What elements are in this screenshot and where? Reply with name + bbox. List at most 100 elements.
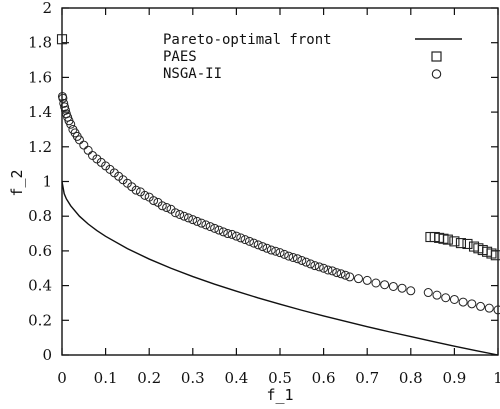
y-tick-label: 0.4 xyxy=(28,277,52,295)
x-tick-label: 0.7 xyxy=(355,369,379,387)
nsga-ii-point xyxy=(197,218,207,228)
axis-ticks xyxy=(61,7,499,356)
nsga-ii-point xyxy=(223,229,233,239)
legend-label-pareto-front: Pareto-optimal front xyxy=(163,32,332,48)
nsga-ii-point xyxy=(336,269,346,279)
axis-tick-labels: 0 0.1 0.2 0.3 0.4 0.5 0.6 0.7 0.8 0.9 1 0 0.2 0.4 0.6 0… xyxy=(28,0,500,387)
nsga-ii-point xyxy=(406,286,416,296)
legend-label-nsga-ii: NSGA-II xyxy=(163,66,222,82)
nsga-ii-point xyxy=(60,102,70,112)
y-tick-label: 0.8 xyxy=(28,207,52,225)
y-tick-label: 1 xyxy=(42,173,52,191)
paes-point xyxy=(462,238,473,250)
nsga-ii-point xyxy=(297,255,307,265)
paes-point xyxy=(442,234,453,245)
nsga-ii-point xyxy=(388,281,398,291)
nsga-ii-point xyxy=(284,251,294,261)
nsga-ii-point xyxy=(423,288,433,298)
y-tick-label: 0 xyxy=(42,346,52,364)
nsga-ii-point xyxy=(314,262,324,272)
nsga-ii-point xyxy=(353,274,363,284)
nsga-ii-point xyxy=(458,297,468,307)
nsga-ii-point xyxy=(310,261,320,271)
nsga-ii-point xyxy=(249,238,259,248)
paes-point xyxy=(490,250,500,261)
nsga-ii-point xyxy=(188,215,198,225)
nsga-ii-point xyxy=(476,301,486,311)
nsga-ii-point xyxy=(301,257,311,267)
paes-point xyxy=(455,238,466,249)
legend-label-paes: PAES xyxy=(163,49,197,65)
x-tick-label: 0.1 xyxy=(94,369,118,387)
series-pareto-optimal-front xyxy=(61,181,499,356)
nsga-ii-point xyxy=(484,303,494,313)
nsga-ii-point xyxy=(218,227,228,237)
nsga-ii-point xyxy=(467,299,477,309)
y-tick-label: 0.2 xyxy=(28,311,52,329)
nsga-ii-point xyxy=(279,249,289,259)
paes-point xyxy=(449,236,460,247)
nsga-ii-point xyxy=(340,270,350,280)
nsga-ii-point xyxy=(244,236,254,246)
nsga-ii-point xyxy=(179,211,189,221)
series-paes xyxy=(56,34,500,261)
nsga-ii-point xyxy=(60,105,70,115)
nsga-ii-point xyxy=(327,266,337,276)
legend: Pareto-optimal front PAES NSGA-II xyxy=(163,32,462,82)
nsga-ii-point xyxy=(183,213,193,223)
y-tick-label: 1.2 xyxy=(28,138,52,156)
nsga-ii-point xyxy=(210,223,220,233)
nsga-ii-point xyxy=(240,235,250,245)
nsga-ii-point xyxy=(192,216,202,226)
legend-square-marker xyxy=(431,51,442,62)
y-tick-label: 0.6 xyxy=(28,242,52,260)
series-layer xyxy=(56,34,500,356)
nsga-ii-point xyxy=(432,290,442,300)
x-tick-label: 0.6 xyxy=(312,369,336,387)
nsga-ii-point xyxy=(236,233,246,243)
x-tick-label: 0 xyxy=(57,369,67,387)
y-tick-label: 1.6 xyxy=(28,68,52,86)
nsga-ii-point xyxy=(157,201,167,211)
x-tick-label: 0.3 xyxy=(181,369,205,387)
nsga-ii-point xyxy=(306,259,316,269)
nsga-ii-point xyxy=(253,240,263,250)
nsga-ii-point xyxy=(140,190,150,200)
nsga-ii-point xyxy=(441,293,451,303)
nsga-ii-point xyxy=(149,196,159,206)
y-axis-label: f_2 xyxy=(8,169,26,196)
nsga-ii-point xyxy=(332,268,342,278)
nsga-ii-point xyxy=(262,243,272,253)
pareto-front-line xyxy=(61,181,499,356)
nsga-ii-point xyxy=(162,203,172,213)
nsga-ii-point xyxy=(397,283,407,293)
nsga-ii-point xyxy=(83,145,93,155)
nsga-ii-point xyxy=(292,254,302,264)
x-tick-label: 1 xyxy=(493,369,500,387)
y-tick-label: 1.8 xyxy=(28,34,52,52)
nsga-ii-point xyxy=(266,245,276,255)
nsga-ii-point xyxy=(59,98,69,108)
nsga-ii-point xyxy=(288,252,298,262)
x-tick-label: 0.9 xyxy=(442,369,466,387)
nsga-ii-point xyxy=(271,246,281,256)
nsga-ii-point xyxy=(345,272,355,282)
nsga-ii-point xyxy=(131,185,141,195)
nsga-ii-point xyxy=(227,229,237,239)
nsga-ii-point xyxy=(319,263,329,273)
nsga-ii-point xyxy=(493,305,500,315)
nsga-ii-point xyxy=(371,278,381,288)
plot-area-frame xyxy=(61,7,499,356)
x-tick-label: 0.8 xyxy=(399,369,423,387)
nsga-ii-point xyxy=(380,280,390,290)
nsga-ii-point xyxy=(201,220,211,230)
nsga-ii-point xyxy=(205,222,215,232)
nsga-ii-point xyxy=(79,140,89,150)
paes-point xyxy=(56,34,68,45)
nsga-ii-point xyxy=(449,294,459,304)
nsga-ii-point xyxy=(323,265,333,275)
nsga-ii-point xyxy=(58,93,68,103)
y-tick-label: 1.4 xyxy=(28,103,52,121)
nsga-ii-point xyxy=(362,275,372,285)
